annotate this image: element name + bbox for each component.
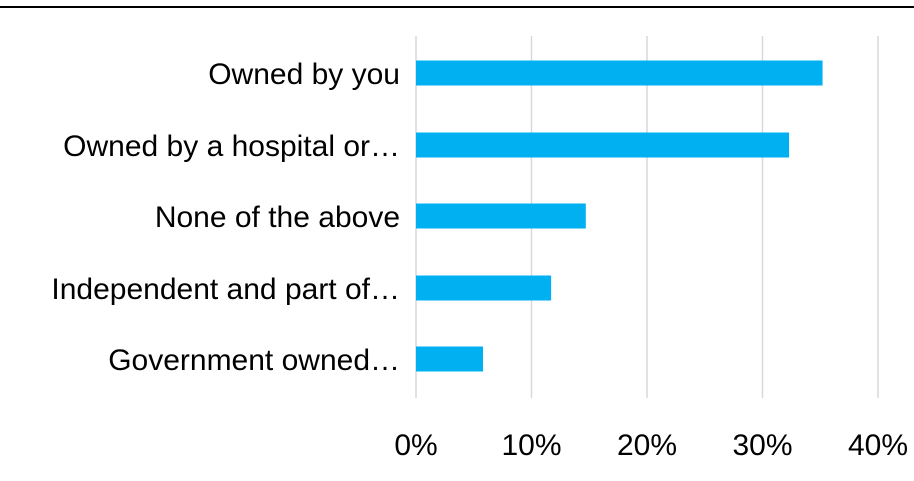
category-label: Government owned… bbox=[108, 344, 400, 377]
category-label: None of the above bbox=[155, 201, 400, 234]
category-label: Owned by a hospital or… bbox=[63, 130, 400, 163]
x-tick-label: 0% bbox=[394, 429, 437, 462]
bar bbox=[416, 132, 790, 158]
category-label: Owned by you bbox=[208, 58, 400, 91]
bar bbox=[416, 346, 483, 372]
x-axis-tick-labels: 0% 10% 20% 30% 40% bbox=[394, 429, 908, 462]
x-tick-label: 40% bbox=[848, 429, 908, 462]
category-label: Independent and part of… bbox=[51, 273, 400, 306]
category-labels: Owned by you Owned by a hospital or… None … bbox=[51, 58, 400, 377]
bar bbox=[416, 275, 552, 301]
bars bbox=[416, 60, 823, 372]
bar bbox=[416, 203, 586, 229]
bar bbox=[416, 60, 823, 86]
x-tick-label: 20% bbox=[617, 429, 677, 462]
x-tick-label: 30% bbox=[732, 429, 792, 462]
x-tick-label: 10% bbox=[501, 429, 561, 462]
